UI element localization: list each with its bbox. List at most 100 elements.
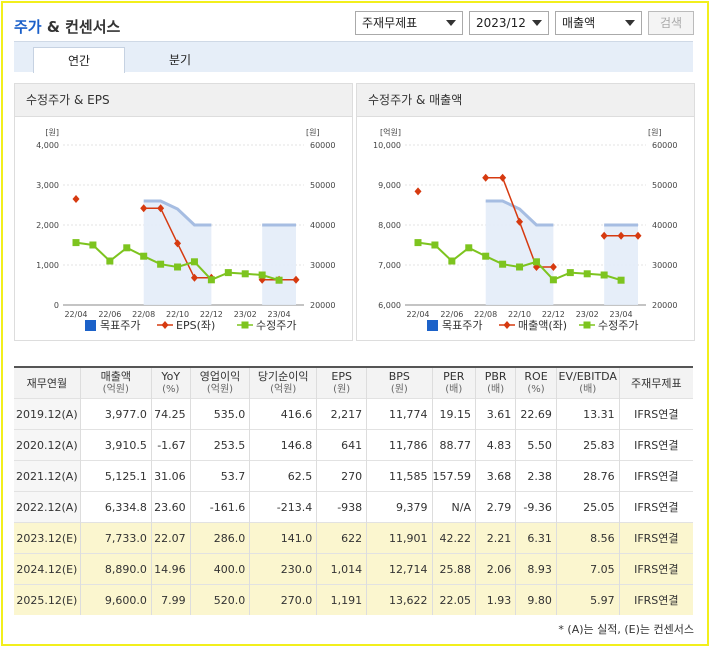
table-cell: 286.0 bbox=[189, 522, 250, 554]
table-cell: 230.0 bbox=[249, 553, 317, 585]
price-series-point bbox=[499, 260, 507, 268]
table-cell: 11,585 bbox=[366, 460, 433, 492]
left-series-point bbox=[258, 275, 266, 284]
x-tick-label: 22/04 bbox=[406, 310, 429, 319]
table-cell: N/A bbox=[431, 491, 476, 523]
price-series-point bbox=[174, 263, 182, 271]
table-cell: 9.80 bbox=[515, 584, 557, 615]
column-header-unit: (억원) bbox=[206, 384, 234, 395]
legend-label: 매출액(좌) bbox=[518, 319, 567, 332]
table-cell: 8.56 bbox=[555, 522, 620, 554]
table-cell: 14.96 bbox=[150, 553, 191, 585]
chart-panel-price-sales: 수정주가 & 매출액 [억원] [원] 10,000 60000 9,000 50000 8… bbox=[356, 83, 695, 341]
right-tick-label: 40000 bbox=[652, 221, 677, 230]
price-series-point bbox=[465, 244, 473, 252]
column-header-unit: (배) bbox=[579, 384, 597, 395]
price-series-point bbox=[549, 276, 557, 284]
left-axis-unit: [원] bbox=[45, 128, 59, 137]
table-cell: 28.76 bbox=[555, 460, 620, 492]
table-cell: IFRS연결 bbox=[618, 584, 693, 615]
table-cell: 25.83 bbox=[555, 429, 620, 461]
legend-swatch bbox=[583, 321, 591, 329]
column-header-unit: (%) bbox=[527, 384, 545, 395]
chevron-down-icon bbox=[446, 20, 456, 26]
search-button[interactable]: 검색 bbox=[648, 11, 694, 35]
column-header: 주재무제표 bbox=[618, 367, 693, 399]
table-cell: 2020.12(A) bbox=[14, 429, 81, 461]
right-tick-label: 60000 bbox=[310, 141, 335, 150]
column-header: BPS (원) bbox=[366, 367, 433, 399]
left-tick-label: 9,000 bbox=[378, 181, 401, 190]
table-cell: 74.25 bbox=[150, 398, 191, 430]
price-series-point bbox=[224, 269, 232, 277]
table-cell: 141.0 bbox=[249, 522, 317, 554]
column-header-unit: (원) bbox=[333, 384, 351, 395]
statement-type-select[interactable]: 주재무제표 bbox=[355, 11, 463, 35]
column-header-label: 당기순이익 bbox=[257, 370, 309, 383]
price-series-point bbox=[258, 271, 266, 279]
table-cell: 5.50 bbox=[515, 429, 557, 461]
metric-select[interactable]: 매출액 bbox=[555, 11, 642, 35]
column-header: EV/EBITDA (배) bbox=[555, 367, 620, 399]
chart-panel-price-eps: 수정주가 & EPS [원] [원] 4,000 60000 3,000 50000 2,0… bbox=[14, 83, 353, 341]
table-cell: 146.8 bbox=[249, 429, 317, 461]
table-cell: 25.88 bbox=[431, 553, 476, 585]
table-row: 2020.12(A) 3,910.5 -1.67 253.5 146.8 641 11,78… bbox=[14, 429, 693, 461]
table-cell: 5.97 bbox=[555, 584, 620, 615]
table-cell: 31.06 bbox=[150, 460, 191, 492]
table-cell: 8.93 bbox=[515, 553, 557, 585]
price-series-point bbox=[448, 257, 456, 265]
table-cell: 535.0 bbox=[189, 398, 250, 430]
price-series-point bbox=[89, 241, 97, 249]
table-cell: 400.0 bbox=[189, 553, 250, 585]
table-header-row: 재무연월 매출액 (억원) YoY (%) 영업이익 (억원) 당기순이익 (억원) EPS (원)… bbox=[14, 367, 693, 399]
left-tick-label: 7,000 bbox=[378, 261, 401, 270]
table-cell: IFRS연결 bbox=[618, 491, 693, 523]
left-tick-label: 10,000 bbox=[373, 141, 401, 150]
table-cell: 270.0 bbox=[249, 584, 317, 615]
table-cell: 7.99 bbox=[150, 584, 191, 615]
price-series-point bbox=[241, 270, 249, 278]
table-cell: 157.59 bbox=[431, 460, 476, 492]
table-cell: 53.7 bbox=[189, 460, 250, 492]
column-header: 매출액 (억원) bbox=[79, 367, 152, 399]
financial-table: 재무연월 매출액 (억원) YoY (%) 영업이익 (억원) 당기순이익 (억원) EPS (원)… bbox=[14, 366, 693, 615]
left-tick-label: 8,000 bbox=[378, 221, 401, 230]
left-series-point bbox=[482, 173, 490, 182]
right-tick-label: 20000 bbox=[652, 301, 677, 310]
price-series-point bbox=[600, 271, 608, 279]
tab-annual[interactable]: 연간 bbox=[33, 47, 125, 73]
left-tick-label: 0 bbox=[54, 301, 59, 310]
table-row: 2023.12(E) 7,733.0 22.07 286.0 141.0 622 11,90… bbox=[14, 522, 693, 554]
column-header-unit: (배) bbox=[487, 384, 505, 395]
left-tick-label: 4,000 bbox=[36, 141, 59, 150]
right-tick-label: 30000 bbox=[652, 261, 677, 270]
legend-swatch bbox=[85, 320, 96, 331]
right-axis-unit: [원] bbox=[648, 128, 662, 137]
left-series-point bbox=[600, 231, 608, 240]
column-header-label: PER bbox=[443, 370, 465, 383]
right-tick-label: 40000 bbox=[310, 221, 335, 230]
table-cell: 6,334.8 bbox=[79, 491, 152, 523]
column-header-label: 매출액 bbox=[100, 370, 131, 383]
table-cell: 7.05 bbox=[555, 553, 620, 585]
price-sales-chart: [억원] [원] 10,000 60000 9,000 50000 8,000 40000 7,… bbox=[373, 127, 677, 332]
left-series-point bbox=[617, 231, 625, 240]
left-tick-label: 6,000 bbox=[378, 301, 401, 310]
legend-swatch bbox=[503, 321, 511, 329]
column-header-unit: (억원) bbox=[102, 384, 129, 395]
table-cell: 13,622 bbox=[366, 584, 433, 615]
left-series-point bbox=[157, 204, 165, 213]
table-cell: 2.38 bbox=[515, 460, 557, 492]
table-row: 2025.12(E) 9,600.0 7.99 520.0 270.0 1,191 13,6… bbox=[14, 584, 693, 615]
x-tick-label: 23/04 bbox=[268, 310, 291, 319]
right-axis-unit: [원] bbox=[306, 128, 320, 137]
table-cell: 416.6 bbox=[249, 398, 317, 430]
table-cell: 2021.12(A) bbox=[14, 460, 81, 492]
x-tick-label: 22/08 bbox=[132, 310, 155, 319]
table-cell: 13.31 bbox=[555, 398, 620, 430]
period-select[interactable]: 2023/12 bbox=[469, 11, 549, 35]
tab-quarterly[interactable]: 분기 bbox=[168, 53, 192, 67]
table-cell: 8,890.0 bbox=[79, 553, 152, 585]
